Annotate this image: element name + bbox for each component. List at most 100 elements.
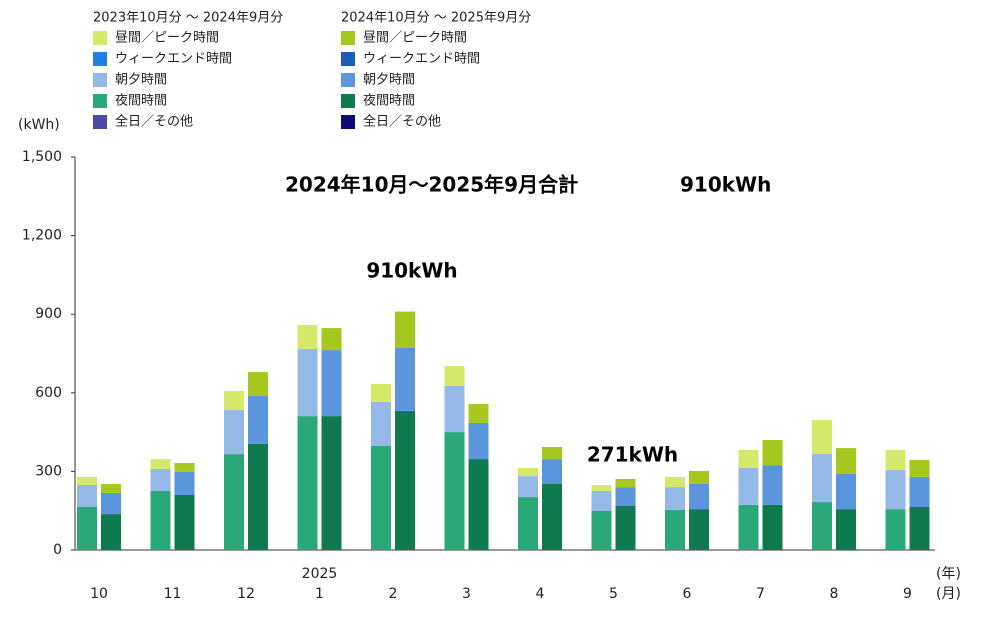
bar-segment	[101, 483, 121, 493]
bar-segment	[321, 328, 342, 351]
bar-segment	[395, 311, 415, 348]
y-axis-label: (kWh)	[18, 117, 60, 133]
legend-label: 昼間／ピーク時間	[363, 31, 467, 46]
bar-segment	[812, 420, 832, 455]
bar-segment	[738, 449, 759, 468]
bar-segment	[321, 416, 342, 550]
bar-segment	[885, 449, 906, 471]
bar-segment	[665, 476, 685, 488]
x-tick-label: 5	[609, 586, 618, 602]
legend-label: 夜間時間	[115, 94, 167, 109]
bar-segment	[885, 470, 906, 510]
x-tick-label: 7	[756, 586, 765, 602]
legend-swatch	[341, 115, 355, 129]
bar-segment	[395, 410, 415, 550]
bar-segment	[909, 507, 930, 550]
bar-segment	[150, 491, 171, 550]
bar-segment	[689, 509, 709, 550]
bar-segment	[542, 483, 562, 550]
legend-swatch	[341, 52, 355, 66]
bar-segment	[371, 445, 391, 550]
x-tick-label: 12	[237, 586, 255, 602]
bar-segment	[591, 485, 612, 492]
y-tick-label: 900	[35, 306, 62, 322]
bar-segment	[444, 366, 465, 386]
bar-segment	[836, 474, 856, 510]
bar-segment	[101, 514, 121, 550]
annotation: 271kWh	[587, 443, 678, 467]
x-axis-label-year: (年)	[936, 566, 961, 582]
bar-segment	[174, 471, 195, 495]
bar-segment	[591, 510, 612, 550]
bar-segment	[297, 416, 318, 550]
bar-segment	[297, 349, 318, 417]
bar-segment	[150, 469, 171, 492]
legend: 2023年10月分 ～ 2024年9月分昼間／ピーク時間ウィークエンド時間朝夕時…	[93, 11, 531, 130]
bar-segment	[615, 505, 636, 550]
legend-swatch	[93, 31, 107, 45]
bar-segment	[542, 459, 562, 484]
bar-segment	[77, 476, 97, 486]
bar-segment	[591, 491, 612, 511]
bar-segment	[518, 497, 538, 550]
legend-title: 2024年10月分 ～ 2025年9月分	[341, 11, 531, 26]
bar-segment	[738, 504, 759, 550]
y-tick-label: 1,500	[22, 149, 62, 165]
bar-segment	[224, 410, 244, 455]
legend-swatch	[341, 94, 355, 108]
legend-swatch	[93, 94, 107, 108]
x-tick-label: 2	[389, 586, 398, 602]
y-tick-label: 600	[35, 385, 62, 401]
legend-title: 2023年10月分 ～ 2024年9月分	[93, 11, 283, 26]
bar-segment	[248, 395, 268, 444]
bar-segment	[224, 454, 244, 550]
bar-segment	[77, 507, 97, 550]
y-tick-label: 300	[35, 463, 62, 479]
bar-segment	[174, 463, 195, 472]
x-tick-label: 3	[462, 586, 471, 602]
bar-segment	[248, 443, 268, 550]
y-tick-label: 0	[53, 542, 62, 558]
bar-segment	[395, 347, 415, 411]
bar-segment	[885, 509, 906, 550]
x-tick-label: 4	[536, 586, 545, 602]
legend-swatch	[341, 73, 355, 87]
bar-segment	[615, 487, 636, 506]
bar-segment	[812, 454, 832, 503]
bar-segment	[444, 385, 465, 433]
bar-segment	[762, 504, 783, 550]
bar-segment	[371, 401, 391, 446]
bar-segment	[665, 487, 685, 510]
bar-segment	[665, 509, 685, 550]
bar-segment	[909, 459, 930, 477]
x-tick-label: 8	[830, 586, 839, 602]
bar-segment	[248, 372, 268, 396]
legend-label: ウィークエンド時間	[115, 52, 232, 67]
legend-swatch	[93, 73, 107, 87]
bar-segment	[371, 383, 391, 402]
bar-segment	[150, 459, 171, 470]
bar-segment	[468, 422, 489, 460]
x-tick-label: 11	[164, 586, 182, 602]
bar-segment	[738, 467, 759, 505]
bar-segment	[518, 467, 538, 477]
bar-segment	[836, 448, 856, 475]
legend-swatch	[341, 31, 355, 45]
legend-label: 昼間／ピーク時間	[115, 31, 219, 46]
bar-segment	[321, 350, 342, 417]
legend-label: 夜間時間	[363, 94, 415, 109]
x-tick-label: 6	[683, 586, 692, 602]
legend-label: 朝夕時間	[115, 73, 167, 88]
bar-segment	[77, 485, 97, 508]
legend-swatch	[93, 52, 107, 66]
summary-value: 910kWh	[680, 173, 771, 197]
x-year-label: 2025	[302, 566, 338, 582]
x-tick-label: 10	[90, 586, 108, 602]
bar-segment	[224, 390, 244, 411]
y-tick-label: 1,200	[22, 228, 62, 244]
bar-segment	[812, 502, 832, 550]
x-tick-label: 9	[903, 586, 912, 602]
legend-label: ウィークエンド時間	[363, 52, 480, 67]
legend-label: 全日／その他	[115, 114, 193, 130]
